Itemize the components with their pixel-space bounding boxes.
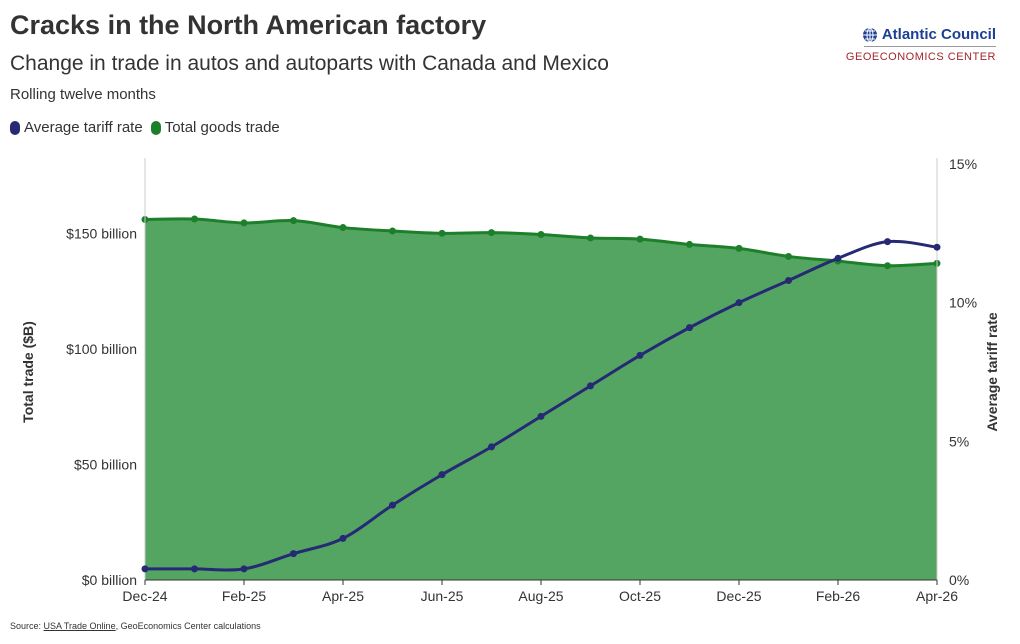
legend-label-tariff: Average tariff rate — [24, 119, 143, 136]
logo-center-text: GEOECONOMICS CENTER — [845, 51, 996, 63]
x-tick-label: Jun-25 — [421, 588, 464, 604]
tariff-point-15[interactable] — [884, 238, 891, 246]
logo-name-text: Atlantic Council — [881, 26, 996, 43]
x-tick-label: Feb-25 — [222, 588, 267, 604]
tick-label-layer: Dec-24 Feb-25 Apr-25 Jun-25 Aug-25 Oct-25 Dec-… — [20, 156, 1000, 604]
x-tick-label: Apr-25 — [322, 588, 364, 604]
trade-point-3[interactable] — [290, 217, 297, 225]
trade-point-7[interactable] — [488, 229, 495, 237]
tariff-line-layer — [141, 238, 941, 573]
tariff-point-10[interactable] — [636, 351, 644, 359]
trade-point-8[interactable] — [537, 230, 545, 238]
y-left-tick-label: $50 billion — [74, 456, 137, 472]
trade-point-13[interactable] — [785, 252, 792, 260]
legend: Average tariff rate Total goods trade — [10, 119, 280, 136]
source-suffix: , GeoEconomics Center calculations — [115, 621, 261, 631]
tariff-point-1[interactable] — [191, 565, 198, 573]
legend-item-trade[interactable]: Total goods trade — [150, 119, 280, 136]
tariff-point-13[interactable] — [785, 276, 792, 284]
trade-point-15[interactable] — [884, 262, 891, 270]
legend-swatch-trade — [150, 120, 161, 135]
trade-point-2[interactable] — [240, 219, 248, 227]
x-tick-label: Aug-25 — [518, 588, 563, 604]
source-note: Source: USA Trade Online, GeoEconomics C… — [10, 621, 261, 631]
tariff-point-9[interactable] — [587, 382, 594, 390]
tariff-point-4[interactable] — [339, 534, 347, 542]
y-left-axis-title: Total trade ($B) — [20, 321, 36, 423]
trade-area — [145, 218, 937, 581]
y-right-axis-title: Average tariff rate — [984, 312, 1000, 432]
tariff-point-8[interactable] — [537, 412, 545, 420]
globe-icon — [862, 27, 877, 42]
trade-point-12[interactable] — [735, 244, 743, 252]
trade-point-5[interactable] — [389, 227, 396, 235]
y-right-tick-label: 10% — [949, 295, 977, 311]
source-prefix: Source: — [10, 621, 44, 631]
y-left-tick-label: $0 billion — [82, 572, 137, 588]
trade-point-4[interactable] — [339, 224, 347, 232]
y-right-tick-label: 5% — [949, 433, 969, 449]
trade-point-9[interactable] — [587, 234, 594, 242]
trade-point-11[interactable] — [686, 240, 693, 248]
y-right-tick-label: 15% — [949, 156, 977, 172]
x-tick-label: Feb-26 — [816, 588, 861, 604]
legend-swatch-tariff — [10, 120, 20, 135]
tariff-point-11[interactable] — [686, 324, 693, 332]
tariff-point-3[interactable] — [290, 550, 297, 558]
x-tick-label: Oct-25 — [619, 588, 661, 604]
chart-note: Rolling twelve months — [10, 86, 156, 103]
trade-point-10[interactable] — [636, 235, 644, 243]
tariff-point-2[interactable] — [240, 565, 248, 573]
tariff-point-6[interactable] — [438, 471, 446, 479]
legend-item-tariff[interactable]: Average tariff rate — [10, 119, 143, 136]
trade-area-layer — [141, 215, 941, 581]
tariff-point-7[interactable] — [488, 443, 495, 451]
trade-point-6[interactable] — [438, 229, 446, 237]
source-link[interactable]: USA Trade Online — [43, 621, 116, 631]
y-left-tick-label: $150 billion — [66, 225, 137, 241]
legend-label-trade: Total goods trade — [164, 119, 280, 136]
atlantic-council-logo: Atlantic Council GEOECONOMICS CENTER — [846, 26, 996, 63]
chart-subtitle: Change in trade in autos and autoparts w… — [10, 52, 609, 75]
x-tick-label: Dec-24 — [122, 588, 167, 604]
tariff-point-14[interactable] — [834, 254, 842, 262]
y-right-tick-label: 0% — [949, 572, 969, 588]
x-tick-label: Dec-25 — [716, 588, 761, 604]
chart-title: Cracks in the North American factory — [10, 10, 487, 40]
x-tick-label: Apr-26 — [916, 588, 958, 604]
tariff-point-5[interactable] — [389, 501, 396, 509]
y-left-tick-label: $100 billion — [66, 341, 137, 357]
tariff-point-0[interactable] — [141, 565, 149, 573]
tariff-point-16[interactable] — [933, 243, 941, 251]
trade-point-1[interactable] — [191, 215, 198, 223]
tariff-point-12[interactable] — [735, 299, 743, 307]
logo-divider — [864, 46, 996, 47]
